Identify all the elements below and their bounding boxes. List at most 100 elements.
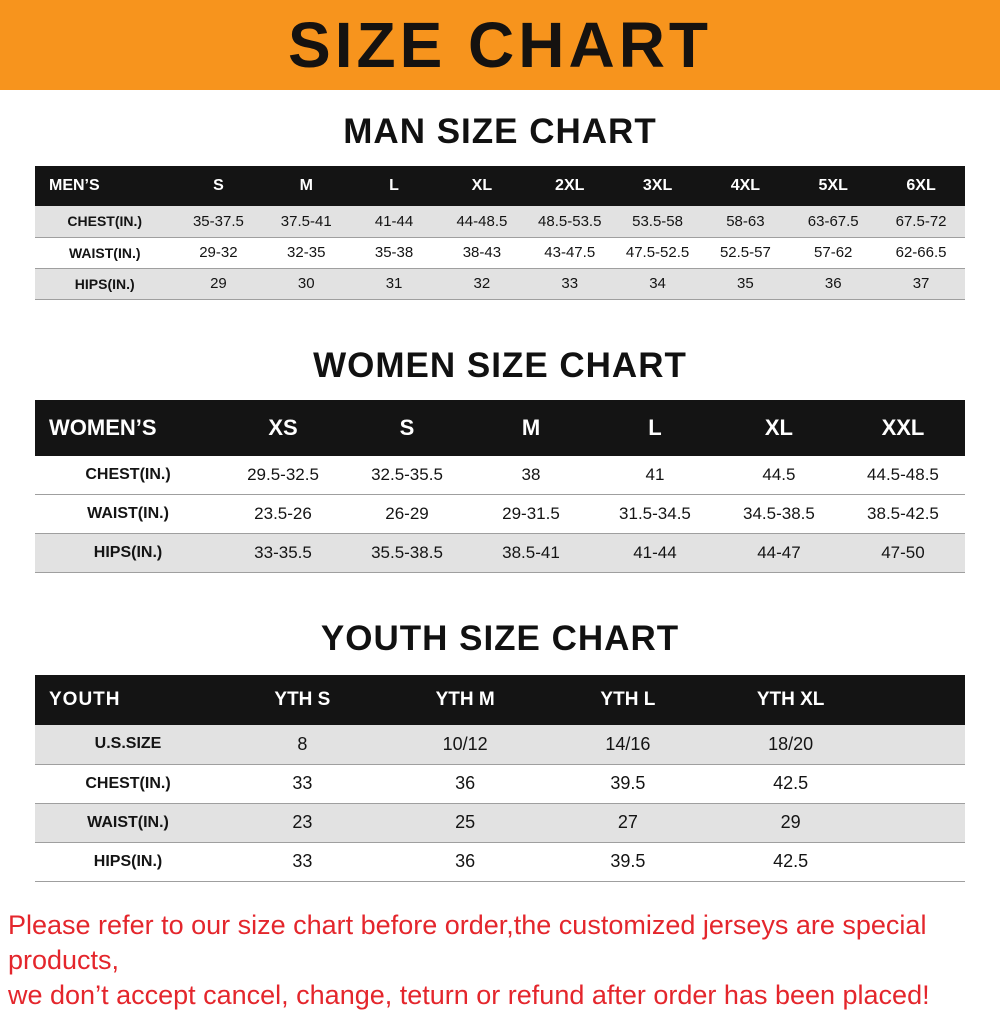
spacer-cell	[872, 803, 965, 842]
size-col-header: M	[299, 177, 313, 194]
size-cell: 8	[297, 733, 308, 754]
size-cell: 32	[473, 275, 491, 292]
row-label: WAIST(IN.)	[68, 244, 141, 261]
size-cell: 38.5-41	[502, 543, 560, 562]
size-cell: 38	[521, 464, 541, 484]
table-row: CHEST(IN.) 29.5-32.5 32.5-35.5 38 41 44.…	[35, 455, 965, 495]
size-col-header: 2XL	[555, 177, 585, 194]
size-cell: 29-31.5	[502, 504, 560, 523]
size-cell: 39.5	[610, 773, 646, 793]
table-row: WAIST(IN.) 29-32 32-35 35-38 38-43 43-47…	[35, 237, 965, 268]
size-cell: 53.5-58	[632, 212, 683, 230]
size-col-header: YTH XL	[756, 689, 825, 710]
size-cell: 29.5-32.5	[247, 464, 319, 484]
size-col-header: 4XL	[730, 177, 761, 194]
size-cell: 33	[292, 773, 313, 793]
size-col-header: L	[648, 414, 662, 440]
women-header-row: WOMEN’S XS S M L XL XXL	[35, 399, 965, 456]
row-label: CHEST(IN.)	[67, 213, 143, 230]
size-cell: 31	[385, 275, 403, 292]
size-cell: 30	[297, 275, 315, 292]
size-cell: 58-63	[726, 212, 765, 230]
row-label: WAIST(IN.)	[87, 505, 169, 522]
footer-line-2: we don’t accept cancel, change, teturn o…	[8, 979, 930, 1010]
size-col-header: YTH S	[274, 689, 331, 710]
row-label: HIPS(IN.)	[74, 275, 135, 292]
table-row: WAIST(IN.) 23 25 27 29	[35, 803, 965, 842]
size-col-header: 6XL	[906, 177, 936, 194]
size-cell: 32.5-35.5	[371, 464, 443, 484]
size-cell: 35-37.5	[192, 212, 244, 230]
size-cell: 36	[824, 275, 842, 292]
table-row: WAIST(IN.) 23.5-26 26-29 29-31.5 31.5-34…	[35, 494, 965, 534]
youth-table-label: YOUTH	[49, 689, 121, 710]
size-cell: 67.5-72	[895, 212, 947, 230]
size-cell: 23	[292, 812, 313, 832]
size-col-header: 5XL	[818, 177, 848, 194]
footer-disclaimer: Please refer to our size chart before or…	[0, 908, 1000, 1013]
size-col-header: L	[389, 177, 399, 194]
spacer-cell	[872, 764, 965, 803]
size-cell: 52.5-57	[719, 244, 771, 261]
men-header-row: MEN’S S M L XL 2XL 3XL 4XL 5XL 6XL	[35, 166, 965, 206]
size-col-header: S	[213, 177, 224, 194]
size-cell: 35.5-38.5	[371, 543, 443, 562]
table-row: CHEST(IN.) 33 36 39.5 42.5	[35, 764, 965, 803]
size-col-header: S	[399, 414, 415, 440]
youth-header-row: YOUTH YTH S YTH M YTH L YTH XL	[35, 675, 965, 725]
size-cell: 29	[210, 275, 227, 292]
row-label: CHEST(IN.)	[85, 465, 171, 483]
size-col-header: XL	[471, 177, 493, 194]
size-cell: 42.5	[773, 851, 809, 871]
youth-size-table: YOUTH YTH S YTH M YTH L YTH XL U.S.SIZE …	[35, 675, 965, 882]
row-label: U.S.SIZE	[94, 735, 162, 753]
size-cell: 33	[561, 275, 579, 292]
row-label: HIPS(IN.)	[93, 544, 163, 561]
size-cell: 47.5-52.5	[625, 244, 690, 261]
size-cell: 41	[645, 464, 665, 484]
table-row: CHEST(IN.) 35-37.5 37.5-41 41-44 44-48.5…	[35, 206, 965, 237]
size-cell: 39.5	[610, 851, 646, 871]
size-cell: 37.5-41	[280, 212, 332, 230]
size-cell: 36	[455, 773, 476, 793]
size-cell: 27	[617, 812, 638, 832]
size-cell: 62-66.5	[895, 244, 947, 261]
size-col-header: YTH L	[600, 689, 656, 710]
men-table-label: MEN’S	[49, 177, 100, 194]
size-col-header: XL	[764, 414, 793, 440]
size-cell: 38-43	[462, 244, 502, 261]
size-cell: 43-47.5	[544, 244, 596, 261]
size-col-header: M	[521, 414, 541, 440]
size-cell: 36	[455, 851, 476, 871]
size-cell: 42.5	[773, 773, 809, 793]
size-cell: 14/16	[605, 733, 651, 754]
banner-title: SIZE CHART	[288, 9, 712, 81]
size-cell: 44.5-48.5	[867, 464, 939, 484]
spacer-cell	[872, 842, 965, 881]
size-cell: 10/12	[442, 733, 488, 754]
men-section-heading: MAN SIZE CHART	[343, 112, 657, 151]
women-section-heading: WOMEN SIZE CHART	[313, 345, 687, 385]
size-cell: 23.5-26	[254, 504, 312, 523]
size-cell: 26-29	[385, 504, 429, 523]
size-cell: 29	[780, 812, 801, 832]
size-cell: 18/20	[768, 733, 814, 754]
spacer-cell	[872, 675, 965, 725]
size-cell: 31.5-34.5	[619, 504, 691, 523]
size-cell: 34	[649, 275, 666, 292]
size-chart-banner: SIZE CHART	[0, 0, 1000, 90]
footer-line-1: Please refer to our size chart before or…	[8, 909, 927, 975]
size-cell: 34.5-38.5	[743, 504, 815, 523]
row-label: WAIST(IN.)	[87, 813, 169, 831]
size-cell: 35	[737, 275, 754, 292]
row-label: CHEST(IN.)	[85, 774, 171, 792]
table-row: HIPS(IN.) 29 30 31 32 33 34 35 36 37	[35, 268, 965, 299]
size-cell: 47-50	[881, 543, 925, 562]
size-cell: 44-48.5	[456, 212, 508, 230]
size-cell: 38.5-42.5	[867, 504, 939, 523]
size-cell: 57-62	[814, 244, 853, 261]
size-cell: 48.5-53.5	[538, 212, 602, 230]
table-row: HIPS(IN.) 33-35.5 35.5-38.5 38.5-41 41-4…	[35, 533, 965, 573]
men-size-table: MEN’S S M L XL 2XL 3XL 4XL 5XL 6XL CHEST…	[35, 166, 965, 300]
size-col-header: 3XL	[642, 177, 673, 194]
